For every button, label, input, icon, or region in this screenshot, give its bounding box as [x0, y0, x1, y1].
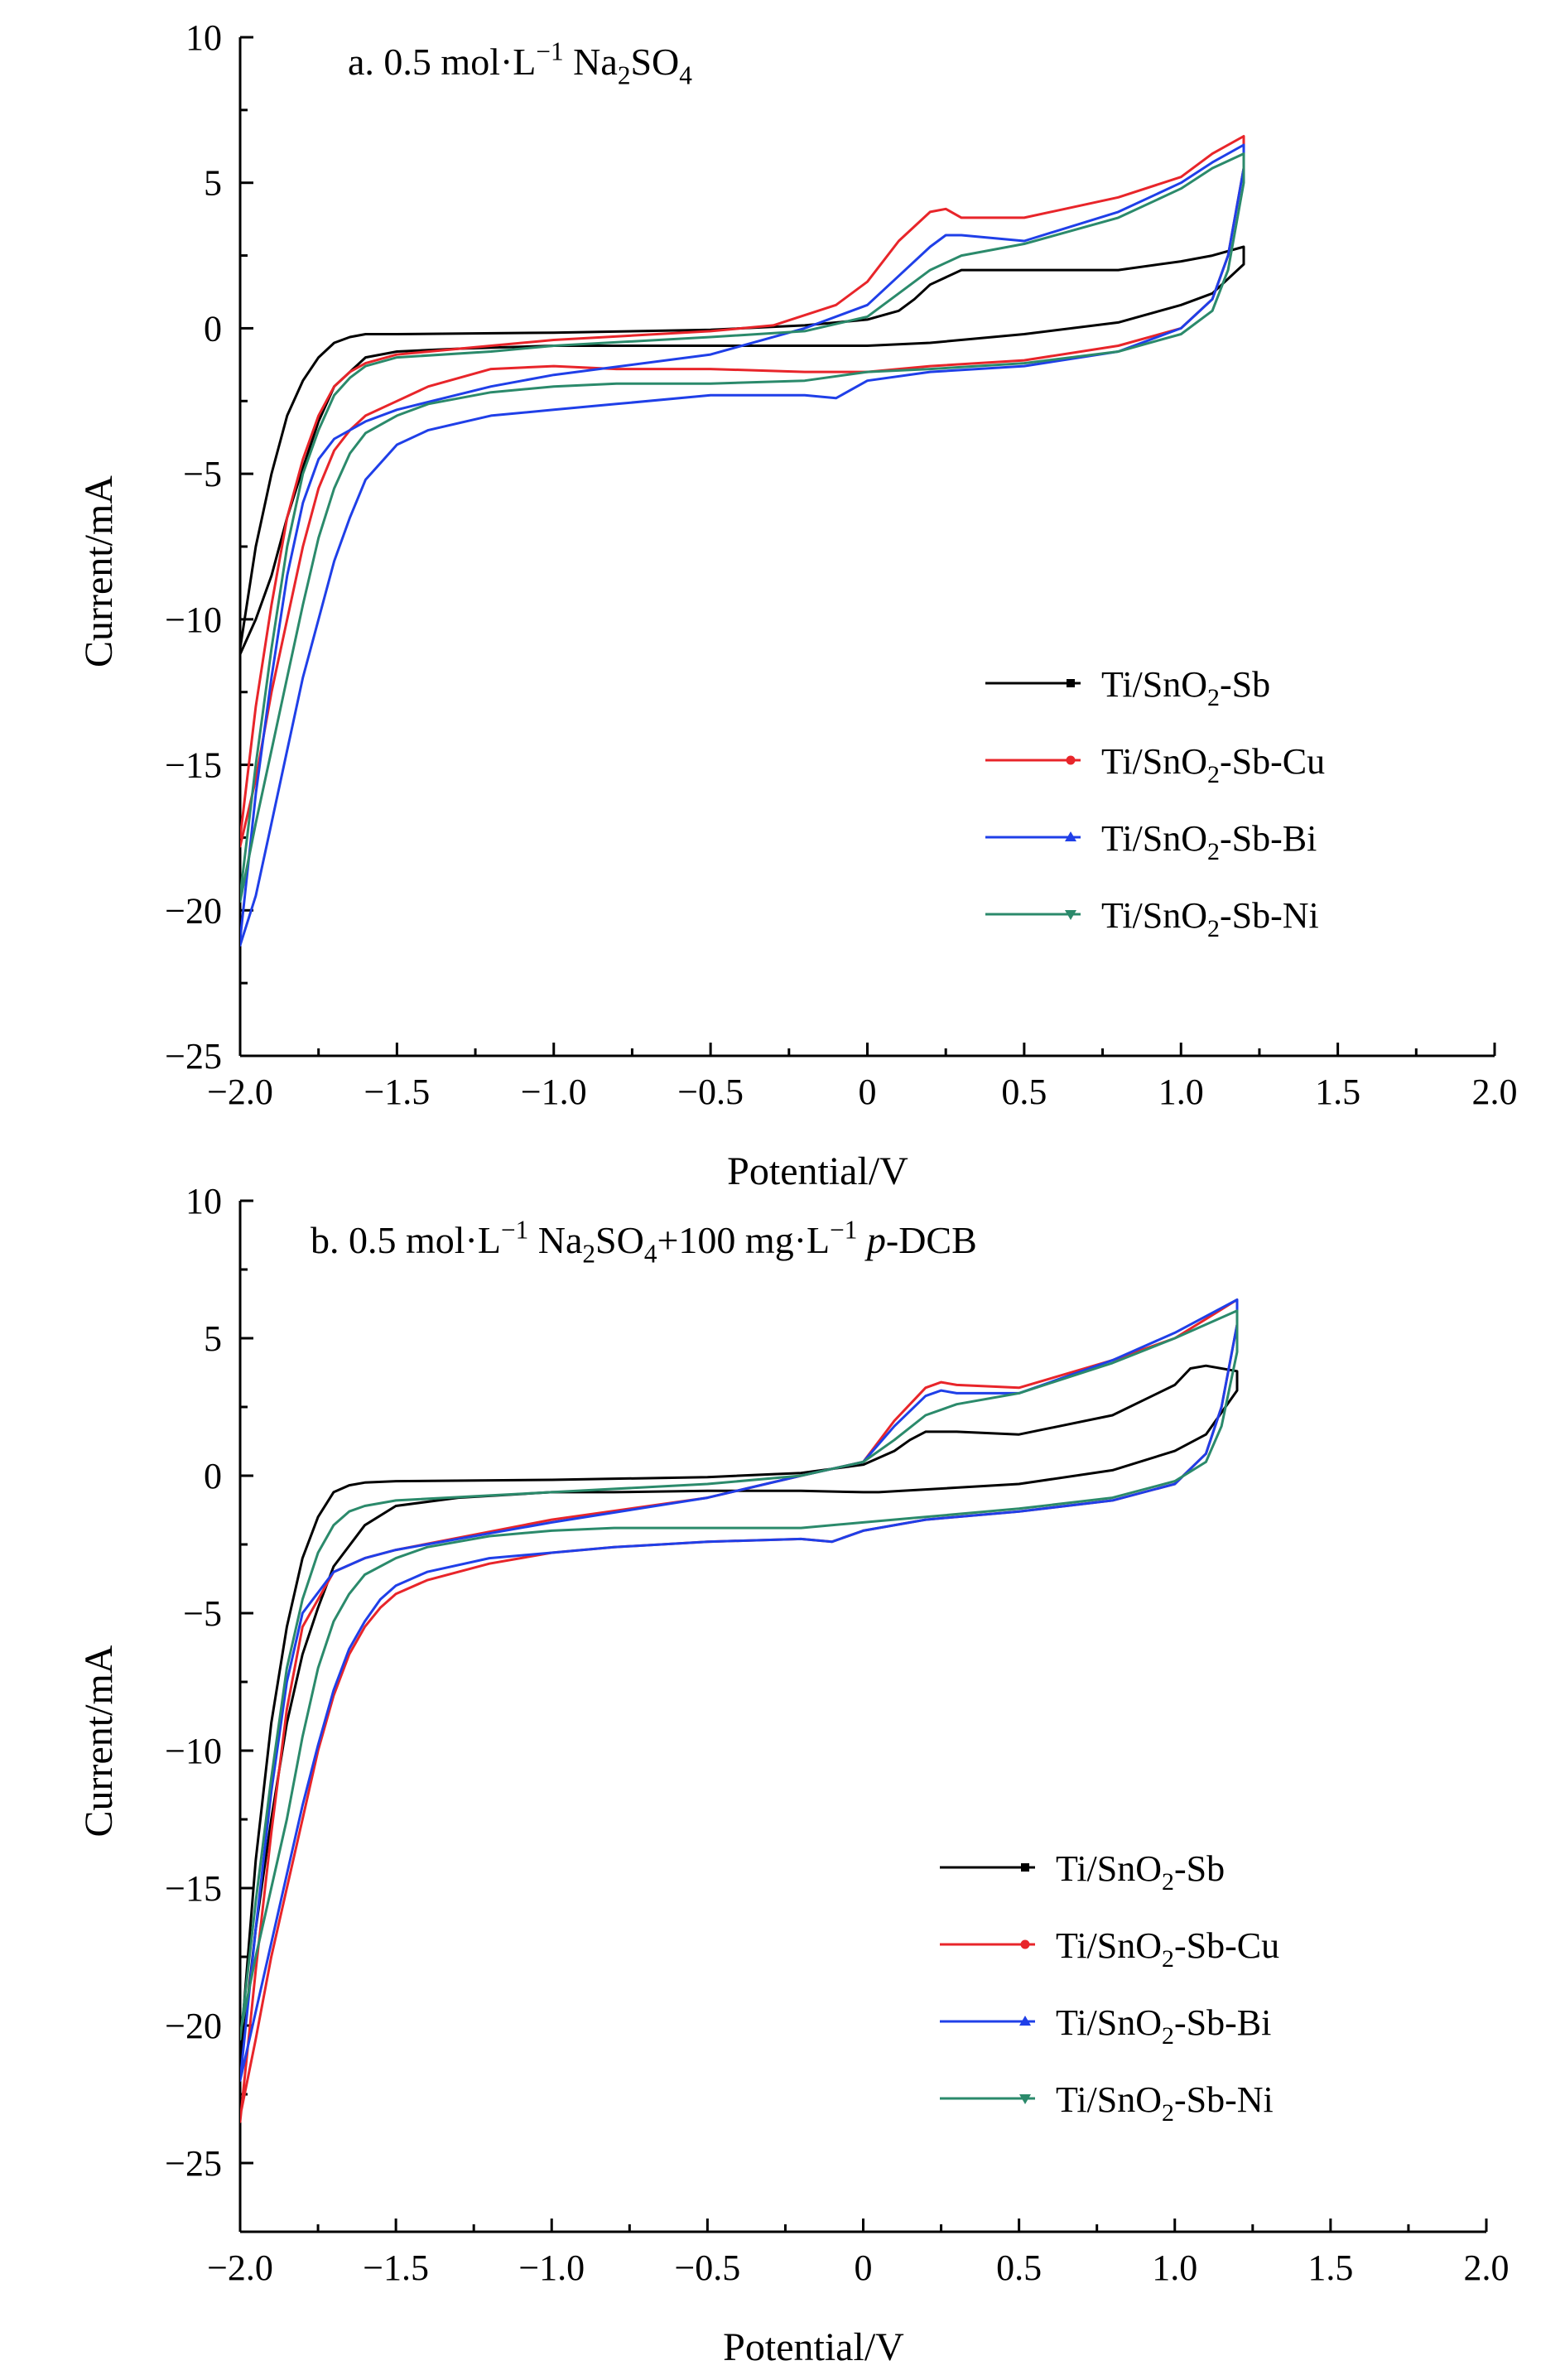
y-tick-label: −25 — [165, 1036, 222, 1077]
x-tick-label: 2.0 — [1464, 2248, 1510, 2288]
y-tick-label: −10 — [165, 1731, 222, 1771]
x-tick-label: 0 — [855, 2248, 873, 2288]
x-tick-label: 1.5 — [1307, 2248, 1353, 2288]
y-axis-title: Current/mA — [77, 475, 121, 667]
x-tick-label: −1.0 — [521, 1072, 587, 1112]
y-tick-label: −15 — [165, 745, 222, 786]
legend-marker-triangle — [1019, 2016, 1031, 2026]
y-tick-label: −20 — [165, 2006, 222, 2046]
y-tick-label: 10 — [185, 1181, 222, 1221]
y-tick-label: −5 — [183, 1593, 222, 1634]
x-tick-label: −2.0 — [207, 2248, 273, 2288]
legend-label: Ti/SnO2-Sb-Cu — [1056, 1925, 1279, 1973]
series-line-4 — [240, 152, 1245, 903]
x-tick-label: −0.5 — [677, 1072, 744, 1112]
legend-label: Ti/SnO2-Sb-Bi — [1056, 2002, 1271, 2050]
legend-marker-triangle-down — [1065, 910, 1076, 920]
legend-label: Ti/SnO2-Sb — [1101, 664, 1270, 711]
legend-label: Ti/SnO2-Sb-Ni — [1056, 2079, 1274, 2127]
y-tick-label: 0 — [204, 308, 222, 349]
x-tick-label: 0.5 — [996, 2248, 1042, 2288]
chart-title: b. 0.5 mol·L−1 Na2SO4+100 mg·L−1 p-DCB — [311, 1216, 977, 1269]
x-tick-label: −1.0 — [518, 2248, 585, 2288]
x-tick-label: 1.0 — [1152, 2248, 1197, 2288]
legend-label: Ti/SnO2-Sb-Ni — [1101, 895, 1319, 942]
series-line-2 — [240, 135, 1245, 848]
series-line-3 — [240, 143, 1245, 947]
x-tick-label: −1.5 — [364, 1072, 430, 1112]
x-tick-label: 2.0 — [1472, 1072, 1518, 1112]
x-tick-label: −0.5 — [674, 2248, 740, 2288]
legend-label: Ti/SnO2-Sb-Cu — [1101, 741, 1325, 788]
legend-marker-circle — [1066, 755, 1076, 765]
series-line-1 — [240, 1364, 1239, 2069]
legend-marker-circle — [1020, 1939, 1030, 1949]
y-tick-label: −15 — [165, 1868, 222, 1909]
chart-panel-a: −2.0 −1.5 −1.0 −0.5 0 0.5 1.0 1.5 2.0 10 5 0 −5 −10 −1… — [77, 17, 1518, 1193]
x-tick-label: −1.5 — [363, 2248, 429, 2288]
chart-panel-b: −2.0 −1.5 −1.0 −0.5 0 0.5 1.0 1.5 2.0 10 5 0 −5 −10 −1… — [77, 1181, 1510, 2369]
x-tick-label: 0 — [859, 1072, 877, 1112]
y-tick-label: −10 — [165, 600, 222, 640]
x-axis-title: Potential/V — [723, 2325, 904, 2369]
y-tick-label: 5 — [204, 1318, 222, 1359]
series-line-2 — [240, 1298, 1239, 2123]
y-tick-label: 0 — [204, 1456, 222, 1496]
y-axis-title: Current/mA — [77, 1645, 121, 1837]
y-tick-label: −25 — [165, 2143, 222, 2184]
x-axis-title: Potential/V — [727, 1149, 908, 1193]
x-tick-label: 1.5 — [1315, 1072, 1360, 1112]
legend-label: Ti/SnO2-Sb-Bi — [1101, 818, 1317, 865]
series-line-3 — [240, 1298, 1239, 2082]
y-tick-label: 10 — [185, 17, 222, 58]
x-tick-label: −2.0 — [207, 1072, 273, 1112]
chart-title: a. 0.5 mol·L−1 Na2SO4 — [348, 37, 692, 90]
series-line-4 — [240, 1309, 1239, 2041]
y-tick-label: −20 — [165, 890, 222, 931]
y-tick-label: 5 — [204, 163, 222, 204]
x-tick-label: 1.0 — [1158, 1072, 1204, 1112]
x-tick-label: 0.5 — [1001, 1072, 1047, 1112]
y-tick-label: −5 — [183, 454, 222, 494]
legend-marker-triangle-down — [1019, 2094, 1031, 2104]
legend-marker-square — [1067, 679, 1075, 687]
legend-marker-square — [1021, 1863, 1029, 1872]
legend-label: Ti/SnO2-Sb — [1056, 1848, 1225, 1896]
legend-marker-triangle — [1065, 831, 1076, 841]
